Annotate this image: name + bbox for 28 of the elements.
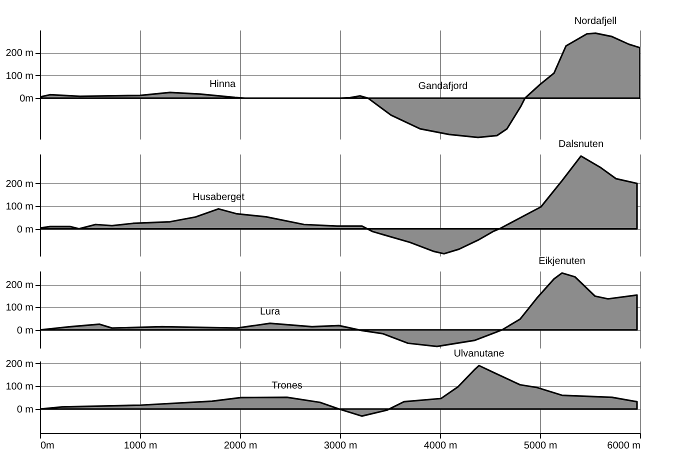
annotation: Hinna <box>209 78 236 90</box>
y-tick-label: 200 m <box>6 48 34 60</box>
y-tick-label: 0m <box>20 94 34 105</box>
annotation: Dalsnuten <box>558 139 604 150</box>
annotation: Husaberget <box>192 192 245 203</box>
y-tick-label: 100 m <box>6 382 34 393</box>
y-tick-label: 100 m <box>6 302 34 314</box>
annotation: Nordafjell <box>574 16 617 28</box>
x-tick-label: 0m <box>40 440 54 452</box>
annotation: Eikjenuten <box>538 256 586 268</box>
y-tick-label: 200 m <box>6 178 34 190</box>
annotation: Gandafjord <box>418 81 468 92</box>
annotation: Ulvanutane <box>454 348 505 360</box>
x-tick-label: 4000 m <box>424 440 458 452</box>
y-tick-label: 200 m <box>6 358 34 370</box>
y-tick-label: 0 m <box>16 224 34 236</box>
x-tick-label: 6000 m <box>607 440 640 452</box>
y-tick-label: 200 m <box>6 280 34 292</box>
y-tick-label: 100 m <box>6 202 34 213</box>
y-tick-label: 0 m <box>16 325 34 336</box>
x-tick-label: 2000 m <box>224 440 258 452</box>
annotation: Lura <box>260 306 280 318</box>
annotation: Trones <box>272 380 302 392</box>
x-tick-label: 3000 m <box>324 440 358 452</box>
y-tick-label: 100 m <box>6 70 34 82</box>
x-tick-label: 1000 m <box>124 440 158 452</box>
x-tick-label: 5000 m <box>524 440 558 452</box>
y-tick-label: 0 m <box>16 404 34 416</box>
